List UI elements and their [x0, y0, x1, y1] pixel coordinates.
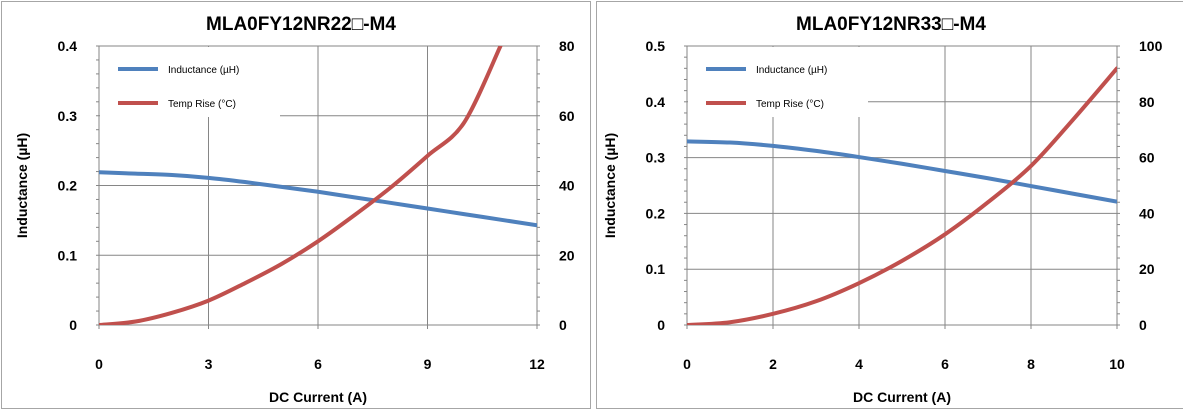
chart-panel-right: MLA0FY12NR33□-M4 0 2 4 6 8 10 0 0.1 0.2 0.3 0.4 0.5 0… [596, 1, 1183, 409]
y2-tick-label: 0 [1139, 317, 1147, 333]
y2-tick-label: 20 [559, 247, 575, 263]
y2-tick-label: 60 [1139, 150, 1155, 166]
chart-title: MLA0FY12NR33□-M4 [796, 14, 986, 35]
x-axis-label: DC Current (A) [269, 389, 367, 405]
x-tick-label: 4 [855, 356, 863, 372]
y-tick-label: 0.2 [58, 178, 78, 194]
y2-tick-label: 40 [1139, 205, 1155, 221]
x-tick-label: 12 [529, 356, 545, 372]
chart-svg-left: MLA0FY12NR22□-M4 0 3 6 9 12 0 0.1 0.2 0.3 0.4 0 20 40… [14, 14, 575, 405]
inductance-series-line [99, 170, 537, 228]
x-tick-label: 10 [1109, 356, 1125, 372]
legend-box [688, 47, 868, 117]
temp-rise-series-line [99, 46, 503, 325]
y2-tick-label: 80 [1139, 94, 1155, 110]
temp-rise-series-line [687, 66, 1117, 325]
y-tick-label: 0.2 [646, 205, 666, 221]
y2-tick-label: 20 [1139, 261, 1155, 277]
legend-label: Inductance (µH) [756, 65, 827, 76]
x-tick-label: 2 [769, 356, 777, 372]
y-axis-label: Inductance (µH) [14, 133, 30, 238]
y2-tick-label: 60 [559, 108, 575, 124]
x-tick-label: 0 [683, 356, 691, 372]
y2-tick-label: 40 [559, 178, 575, 194]
legend-box [100, 47, 280, 117]
y-tick-label: 0.4 [646, 94, 666, 110]
chart-title: MLA0FY12NR22□-M4 [206, 14, 396, 35]
inductance-series-line [687, 139, 1117, 204]
y2-tick-label: 0 [559, 317, 567, 333]
y-tick-label: 0.1 [646, 261, 666, 277]
x-axis-label: DC Current (A) [853, 389, 951, 405]
x-tick-label: 6 [941, 356, 949, 372]
chart-panel-left: MLA0FY12NR22□-M4 0 3 6 9 12 0 0.1 0.2 0.3 0.4 0 20 40… [1, 1, 591, 409]
y-tick-label: 0.1 [58, 247, 78, 263]
y-tick-label: 0 [657, 317, 665, 333]
y2-tick-label: 80 [559, 38, 575, 54]
legend-label: Temp Rise (°C) [168, 99, 236, 110]
x-tick-label: 8 [1027, 356, 1035, 372]
y2-tick-label: 100 [1139, 38, 1163, 54]
y-tick-label: 0 [69, 317, 77, 333]
x-tick-label: 9 [424, 356, 432, 372]
legend-label: Inductance (µH) [168, 65, 239, 76]
x-tick-label: 6 [314, 356, 322, 372]
x-tick-label: 0 [95, 356, 103, 372]
y-tick-label: 0.5 [646, 38, 666, 54]
legend-label: Temp Rise (°C) [756, 99, 824, 110]
chart-svg-right: MLA0FY12NR33□-M40 2 4 6 8 1000.10.20.30.40.50… [602, 14, 1163, 405]
y-axis-label: Inductance (µH) [602, 133, 618, 238]
x-tick-label: 3 [205, 356, 213, 372]
y-tick-label: 0.4 [58, 38, 78, 54]
y-tick-label: 0.3 [58, 108, 78, 124]
y-tick-label: 0.3 [646, 150, 666, 166]
